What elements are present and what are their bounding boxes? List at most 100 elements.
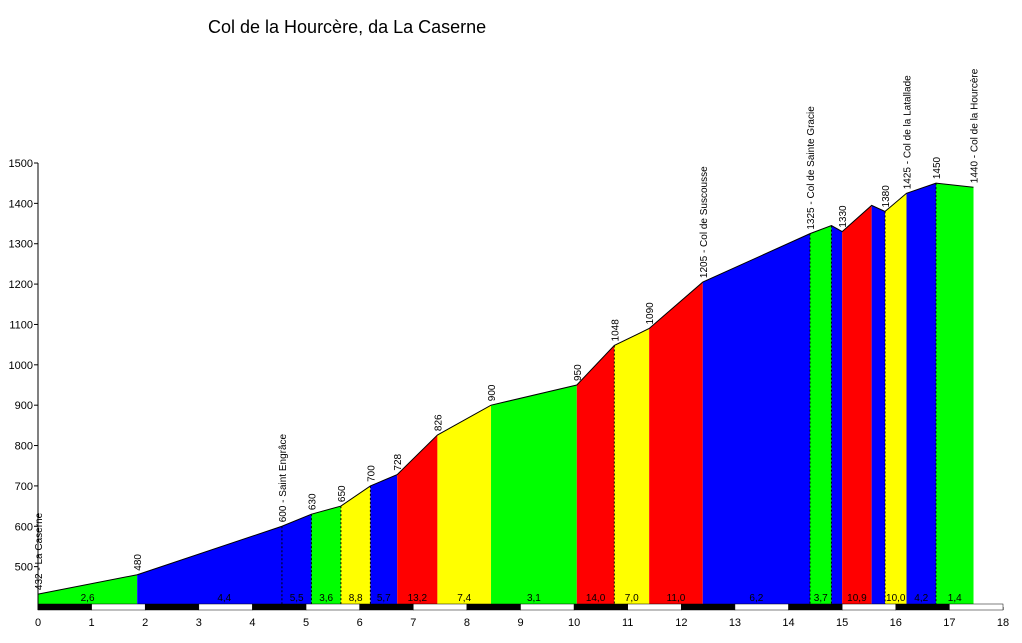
profile-segment [649, 282, 703, 607]
altitude-point-label: 1205 - Col de Suscousse [699, 166, 710, 278]
profile-segment [491, 385, 577, 607]
km-bar-block [91, 603, 146, 611]
altitude-point-label: 630 [307, 493, 318, 510]
segment-gradient-label: 5,7 [377, 593, 391, 604]
x-tick-label: 16 [890, 617, 902, 629]
segment-gradient-label: 13,2 [408, 593, 428, 604]
segment-gradient-label: 7,4 [457, 593, 471, 604]
km-bar-block [252, 603, 307, 611]
segment-gradient-label: 3,7 [814, 593, 828, 604]
altitude-point-label: 1325 - Col de Sainte Gracie [806, 106, 817, 230]
profile-segment [340, 485, 371, 607]
km-bar-block [198, 603, 253, 611]
km-bar-block [37, 603, 92, 611]
profile-segment [906, 183, 936, 607]
km-bar-block [788, 603, 843, 611]
x-tick-label: 1 [89, 617, 95, 629]
altitude-point-label: 1380 [881, 185, 892, 208]
profile-segment [810, 225, 832, 607]
altitude-point-label: 1450 [932, 156, 943, 179]
y-tick-label: 1400 [9, 198, 33, 210]
profile-segment [614, 328, 650, 607]
segment-gradient-label: 14,0 [586, 593, 606, 604]
altitude-point-label: 700 [366, 465, 377, 482]
segment-gradient-label: 4,2 [914, 593, 928, 604]
altitude-point-label: 900 [487, 384, 498, 401]
x-tick-label: 18 [997, 617, 1009, 629]
x-tick-label: 2 [142, 617, 148, 629]
profile-line [37, 182, 974, 595]
segment-gradient-label: 8,8 [349, 593, 363, 604]
km-bar-block [734, 603, 789, 611]
y-tick-label: 500 [15, 562, 33, 574]
km-bar [37, 603, 1004, 611]
x-tick-label: 3 [196, 617, 202, 629]
x-tick-label: 14 [782, 617, 794, 629]
segment-gradient-label: 2,6 [81, 593, 95, 604]
x-tick-label: 12 [675, 617, 687, 629]
y-tick-label: 600 [15, 521, 33, 533]
segment-gradient-labels: 2,6 4,4 5,5 3,6 8,8 5,7 13,2 7,4 3,1 14,0 7,0 11,0 6… [81, 593, 962, 604]
km-bar-block [895, 603, 950, 611]
x-tick-label: 7 [410, 617, 416, 629]
y-tick-label: 1500 [9, 158, 33, 170]
x-tick-label: 17 [943, 617, 955, 629]
segment-dividers [281, 183, 937, 607]
x-tick-label: 11 [622, 617, 633, 629]
km-bar-block [681, 603, 736, 611]
altitude-point-label: 650 [337, 485, 348, 502]
km-bar-block [359, 603, 414, 611]
altitude-point-label: 950 [573, 364, 584, 381]
profile-segment [437, 405, 492, 607]
x-tick-label: 8 [464, 617, 470, 629]
profile-segment [397, 435, 438, 607]
altitude-point-label: 1440 - Col de la Hourcère [970, 68, 981, 183]
km-bar-block [627, 603, 682, 611]
y-tick-label: 1000 [9, 360, 33, 372]
x-tick-label: 13 [729, 617, 741, 629]
km-bar-block [413, 603, 468, 611]
x-tick-label: 4 [249, 617, 255, 629]
km-bar-block [949, 603, 1004, 611]
profile-segments [38, 183, 974, 608]
segment-gradient-label: 4,4 [217, 593, 231, 604]
y-tick-label: 1100 [9, 319, 33, 331]
altitude-point-label: 432 - La Caserne [34, 512, 45, 590]
altitude-point-label: 480 [133, 554, 144, 571]
x-tick-label: 5 [303, 617, 309, 629]
profile-segment [38, 574, 138, 607]
segment-gradient-label: 1,4 [948, 593, 962, 604]
segment-gradient-label: 11,0 [667, 593, 686, 604]
x-tick-label: 0 [35, 617, 41, 629]
altitude-point-label: 1330 [838, 205, 849, 228]
profile-segment [281, 514, 312, 607]
km-bar-block [520, 603, 575, 611]
profile-segment [831, 225, 843, 607]
km-bar-block [841, 603, 897, 611]
km-bar-block [144, 603, 200, 611]
chart-title: Col de la Hourcère, da La Caserne [208, 17, 486, 37]
x-tick-label: 6 [357, 617, 363, 629]
altitude-point-label: 728 [393, 453, 404, 470]
segment-gradient-label: 10,9 [847, 593, 867, 604]
x-tick-label: 9 [517, 617, 523, 629]
altitude-point-label: 600 - Saint Engrâce [278, 433, 289, 522]
segment-gradient-label: 7,0 [625, 593, 639, 604]
km-bar-block [466, 603, 521, 611]
profile-outline [37, 182, 974, 595]
y-tick-label: 1300 [9, 239, 33, 251]
x-tick-label: 15 [836, 617, 848, 629]
segment-gradient-label: 6,2 [749, 593, 763, 604]
profile-segment [702, 233, 810, 608]
profile-segment [311, 506, 341, 607]
segment-gradient-label: 3,1 [527, 593, 541, 604]
km-bar-block [305, 603, 360, 611]
profile-segment [137, 514, 312, 607]
profile-segment [935, 183, 974, 607]
profile-segment [842, 205, 872, 607]
altitude-point-labels: 432 - La Caserne 480 600 - Saint Engrâce 63… [34, 68, 981, 590]
segment-gradient-label: 10,0 [886, 593, 906, 604]
km-bar-block [573, 603, 628, 611]
profile-segment [885, 193, 907, 608]
